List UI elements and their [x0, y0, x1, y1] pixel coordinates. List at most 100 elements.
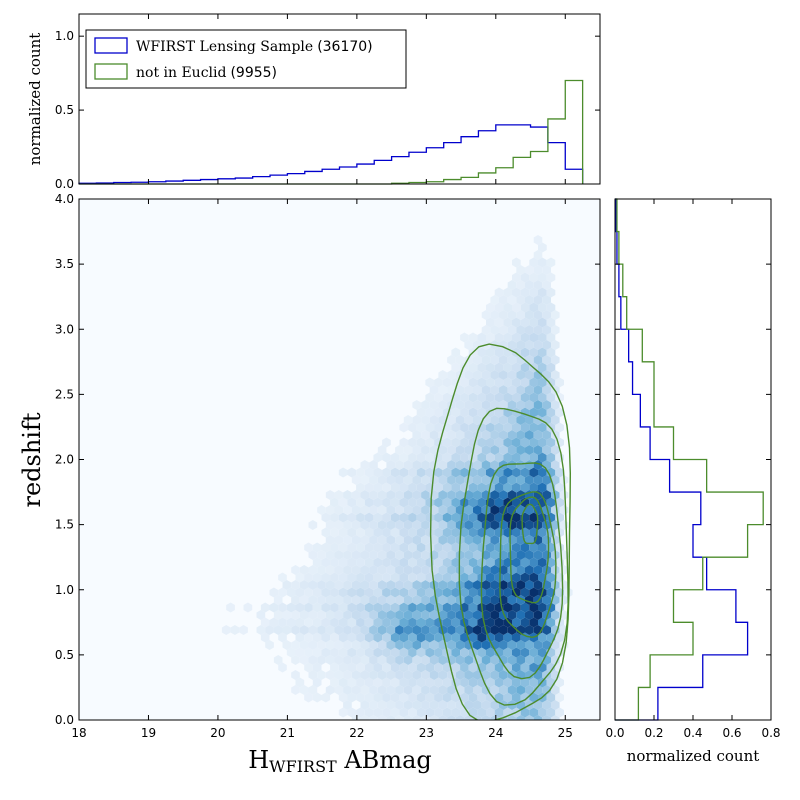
hexbin-cell: [529, 437, 538, 448]
hexbin-cell: [438, 715, 448, 720]
hexbin-cell: [265, 640, 274, 650]
hexbin-cell: [442, 452, 452, 463]
hexbin-cell: [408, 587, 417, 598]
top-histogram-panel: 0.0 0.5 1.0 normalized count WFIRST Lensin…: [26, 13, 601, 191]
hexbin-cell: [321, 647, 331, 658]
hexbin-cell: [460, 452, 469, 463]
hexbin-cell: [499, 400, 508, 410]
hexbin-cell: [494, 302, 504, 313]
hexbin-cell: [408, 512, 417, 523]
hexbin-cell: [512, 332, 521, 343]
hexbin-cell: [451, 647, 461, 658]
hexbin-cell: [473, 565, 482, 575]
hexbin-cell: [377, 700, 387, 710]
main-ytick-label: 2.5: [55, 387, 74, 401]
hexbin-cell: [542, 400, 551, 410]
hexbin-cell: [546, 392, 556, 403]
hexbin-cell: [490, 370, 499, 380]
hexbin-cell: [321, 512, 331, 523]
hexbin-cell: [330, 527, 339, 538]
hexbin-cell: [529, 272, 538, 283]
hexbin-cell: [347, 662, 357, 673]
hexbin-cell: [304, 647, 313, 658]
hexbin-cell: [386, 670, 396, 680]
hexbin-cell: [425, 677, 435, 688]
hexbin-cell: [503, 632, 512, 643]
hexbin-cell: [447, 520, 456, 530]
hexbin-cell: [464, 670, 473, 680]
hexbin-cell: [451, 497, 461, 508]
hexbin-cell: [425, 527, 435, 538]
hexbin-cell: [481, 370, 491, 380]
top-ylabel: normalized count: [26, 33, 44, 166]
hexbin-cell: [516, 370, 525, 380]
hexbin-cell: [390, 482, 400, 493]
hexbin-cell: [481, 565, 491, 575]
hexbin-cell: [416, 692, 426, 703]
main-ytick-label: 3.0: [55, 322, 74, 336]
legend-label-not-in-euclid: not in Euclid (9955): [136, 65, 277, 81]
hexbin-cell: [477, 512, 486, 523]
legend: WFIRST Lensing Sample (36170) not in Eucl…: [85, 29, 407, 89]
hexbin-cell: [364, 617, 374, 628]
hexbin-cell: [351, 655, 361, 665]
hexbin-cell: [321, 632, 331, 643]
hexbin-cell: [356, 527, 365, 538]
hexbin-cell: [555, 422, 564, 433]
hexbin-cell: [408, 497, 417, 508]
hexbin-cell: [520, 542, 530, 553]
hexbin-cell: [451, 587, 461, 598]
hexbin-cell: [499, 355, 508, 365]
hexbin-cell: [369, 640, 378, 650]
hexbin-cell: [334, 550, 344, 560]
hexbin-cell: [490, 460, 499, 470]
hexbin-cell: [360, 700, 370, 710]
hexbin-cell: [304, 662, 313, 673]
hexbin-cell: [494, 587, 504, 598]
hexbin-cell: [468, 407, 478, 418]
hexbin-cell: [520, 482, 530, 493]
hexbin-cell: [486, 392, 495, 403]
hexbin-cell: [538, 317, 547, 328]
hexbin-cell: [434, 557, 443, 568]
hexbin-cell: [386, 580, 396, 590]
hexbin-cell: [442, 377, 452, 388]
hexbin-cell: [291, 655, 300, 665]
hexbin-cell: [499, 295, 508, 305]
hexbin-cell: [464, 580, 473, 590]
hexbin-cell: [260, 617, 270, 628]
hexbin-cell: [533, 685, 543, 695]
hexbin-cell: [490, 625, 499, 635]
hexbin-cell: [438, 505, 448, 515]
hexbin-cell: [538, 422, 547, 433]
hexbin-cell: [317, 565, 326, 575]
hexbin-cell: [460, 407, 469, 418]
hexbin-cell: [438, 535, 448, 545]
hexbin-cell: [256, 625, 266, 635]
hexbin-cell: [481, 700, 491, 710]
hexbin-cell: [464, 475, 473, 485]
hexbin-cell: [538, 392, 547, 403]
hexbin-cell: [299, 640, 309, 650]
hexbin-cell: [295, 632, 305, 643]
hexbin-cell: [512, 257, 521, 268]
hexbin-cell: [369, 625, 378, 635]
hexbin-cell: [317, 655, 326, 665]
hexbin-cell: [490, 310, 499, 320]
hexbin-cell: [516, 325, 525, 335]
hexbin-cell: [317, 625, 326, 635]
hexbin-cell: [442, 587, 452, 598]
hexbin-cell: [343, 640, 352, 650]
hexbin-cell: [429, 535, 439, 545]
hexbin-cell: [442, 467, 452, 478]
hexbin-cell: [412, 685, 422, 695]
hexbin-cell: [529, 302, 538, 313]
hexbin-cell: [278, 587, 287, 598]
hexbin-cell: [451, 347, 461, 358]
hexbin-cell: [451, 437, 461, 448]
hexbin-cell: [382, 707, 391, 718]
hexbin-cell: [343, 550, 352, 560]
right-xtick-label: 0.4: [683, 726, 702, 740]
hexbin-cell: [516, 385, 525, 395]
hexbin-cell: [473, 460, 482, 470]
